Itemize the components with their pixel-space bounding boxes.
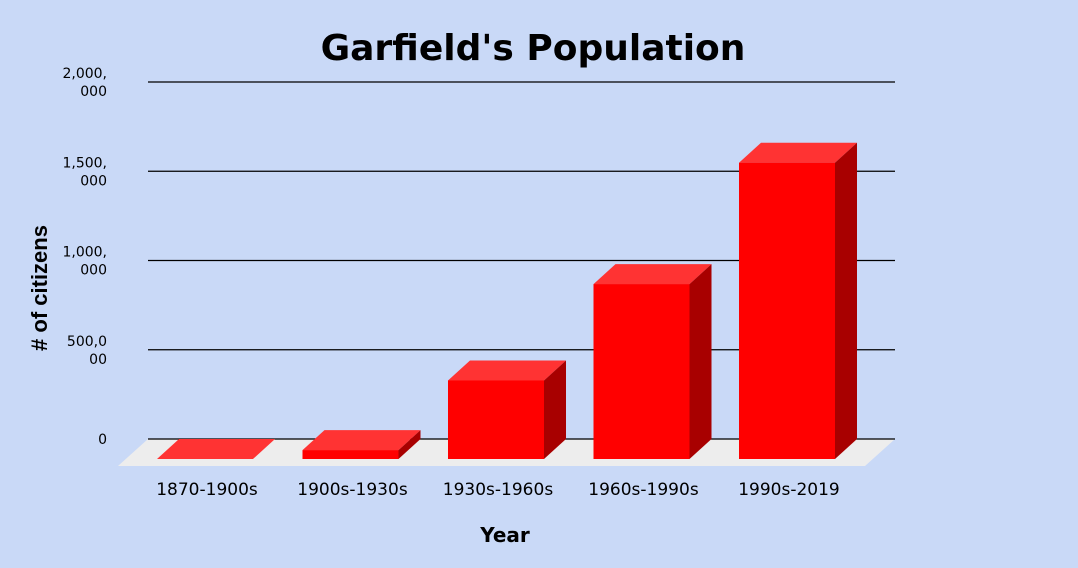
x-tick-label: 1930s-1960s <box>443 480 554 500</box>
bar <box>739 142 857 459</box>
y-tick-label: 500,0 00 <box>67 334 107 368</box>
bar <box>448 360 566 459</box>
bar-front-face <box>593 284 690 459</box>
bar-front-face <box>739 162 835 459</box>
bar <box>593 264 712 459</box>
bar-top-face <box>448 360 566 381</box>
x-tick-label: 1900s-1930s <box>297 480 408 500</box>
x-tick-label: 1960s-1990s <box>588 480 699 500</box>
bar <box>302 430 421 459</box>
bar <box>157 439 275 459</box>
y-tick-label: 1,000, 000 <box>62 245 107 279</box>
x-tick-label: 1990s-2019 <box>738 480 840 500</box>
bar-top-face <box>593 264 712 285</box>
y-axis-label: # of citizens <box>27 225 52 351</box>
bar-side-face <box>835 142 857 459</box>
bars <box>157 142 857 459</box>
x-tick-labels: 1870-1900s 1900s-1930s 1930s-1960s 1960s-19… <box>156 480 840 500</box>
bar-top-face <box>157 439 275 459</box>
chart-title: Garfield's Population <box>321 28 746 69</box>
bar-top-face <box>739 142 857 163</box>
y-tick-label: 1,500, 000 <box>62 155 107 189</box>
bar-side-face <box>544 360 566 459</box>
x-tick-label: 1870-1900s <box>156 480 258 500</box>
bar-top-face <box>302 430 421 451</box>
bar-front-face <box>302 450 399 459</box>
y-tick-label: 0 <box>98 432 107 448</box>
y-tick-label: 2,000, 000 <box>62 66 107 100</box>
bar-front-face <box>448 380 544 459</box>
x-axis-label: Year <box>479 523 530 547</box>
y-tick-labels: 0 500,0 00 1,000, 000 1,500, 000 2,000, 000 <box>62 66 107 448</box>
bar-side-face <box>689 264 712 459</box>
bar-side-face <box>398 430 421 459</box>
